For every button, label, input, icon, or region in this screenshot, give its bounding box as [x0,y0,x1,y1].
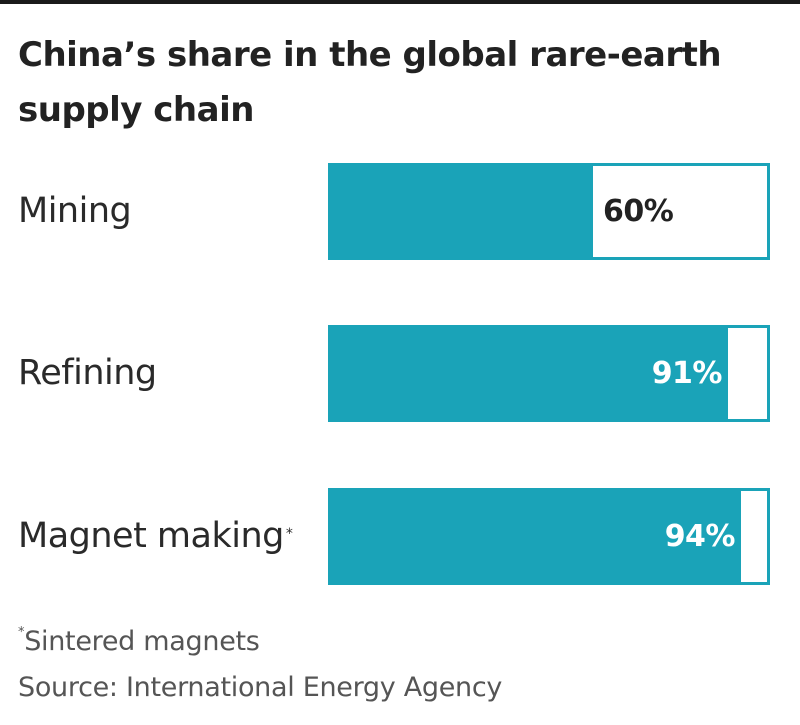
category-label: Magnet making * [18,516,292,556]
bar-track: 60% [328,163,770,260]
bar-track: 94% [328,488,770,585]
bar [331,166,593,257]
category-label-text: Mining [18,191,131,231]
category-label: Mining [18,191,131,231]
chart-title: China’s share in the global rare-earth s… [18,28,788,138]
bar-value-label: 94% [665,491,735,582]
bar-value-label: 91% [652,328,722,419]
footnote: *Sintered magnets [18,626,260,657]
footnote-text: Sintered magnets [24,626,259,657]
bar-track: 91% [328,325,770,422]
source-note: Source: International Energy Agency [18,672,502,703]
footnote-marker: * [286,526,293,542]
top-rule [0,0,800,4]
category-label-text: Refining [18,353,157,393]
footnote-marker: * [18,625,24,640]
bar-value-label: 60% [603,166,673,257]
category-label: Refining [18,353,157,393]
category-label-text: Magnet making [18,516,284,556]
